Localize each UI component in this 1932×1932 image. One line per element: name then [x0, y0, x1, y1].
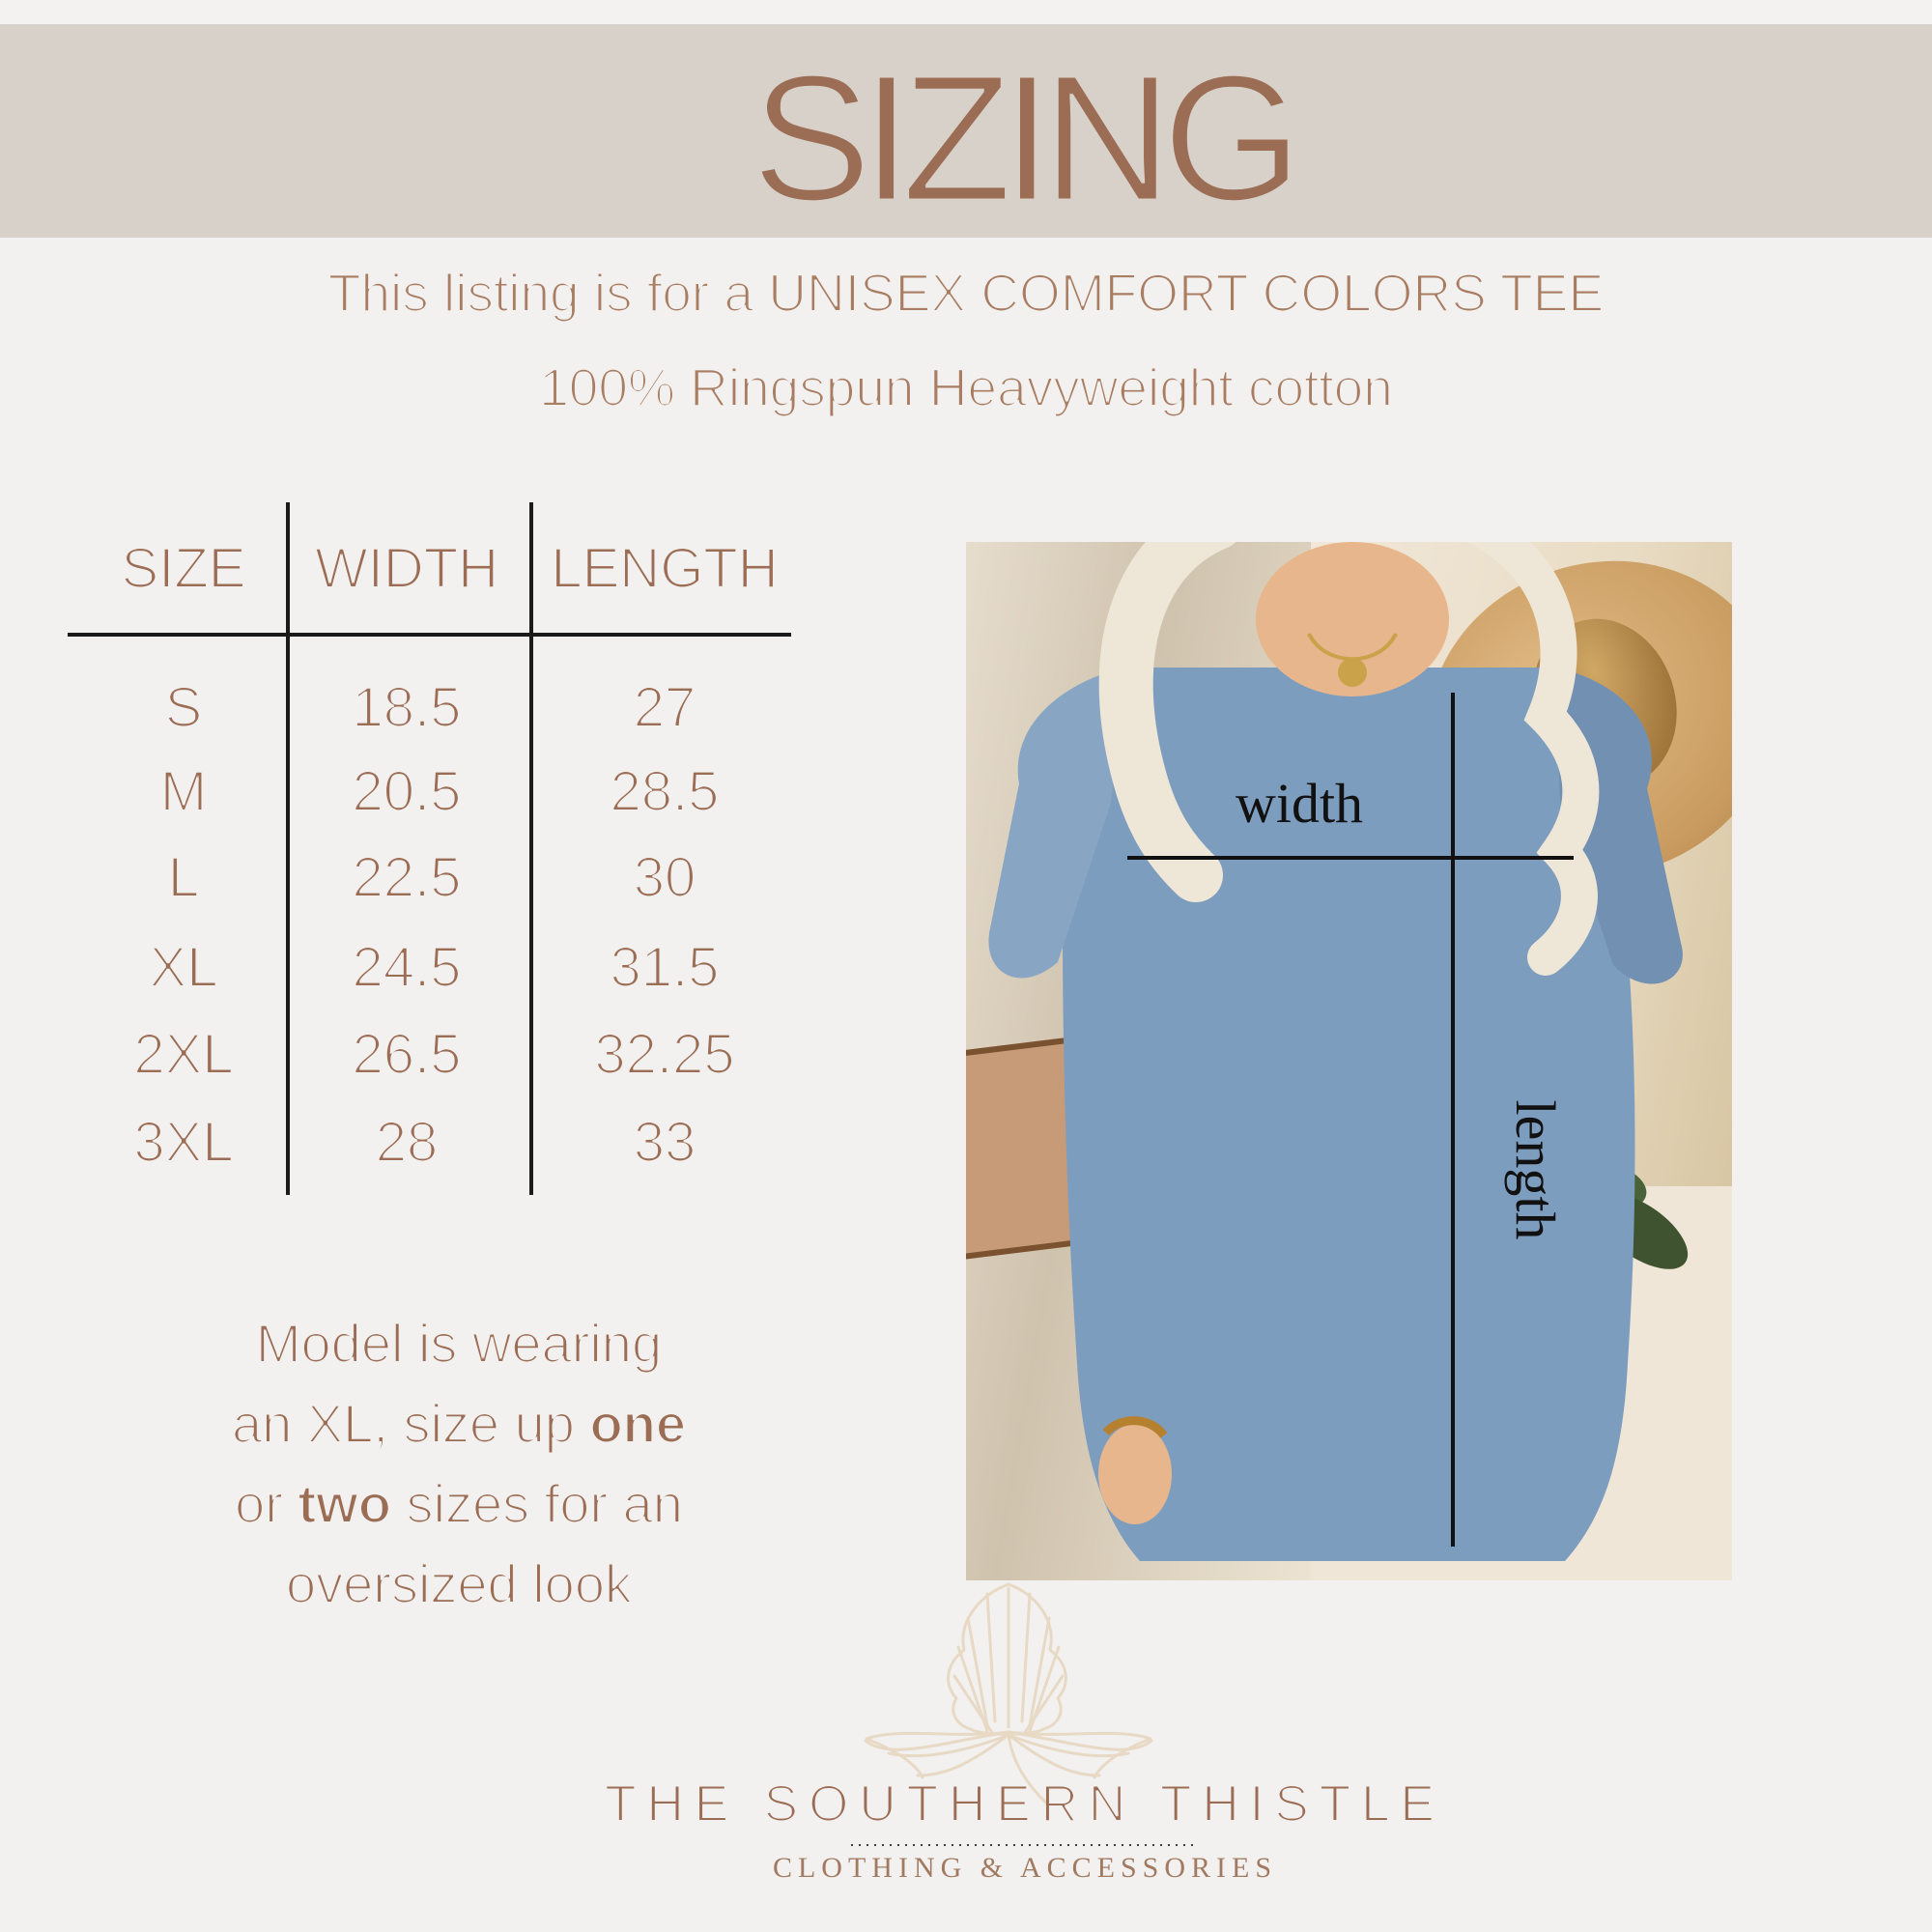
svg-text:18.5: 18.5 [353, 676, 462, 739]
svg-text:XL: XL [150, 936, 218, 999]
svg-text:31.5: 31.5 [611, 936, 720, 999]
svg-text:2XL: 2XL [133, 1023, 233, 1086]
svg-text:an XL, size up one: an XL, size up one [232, 1393, 686, 1454]
svg-text:THE SOUTHERN THISTLE: THE SOUTHERN THISTLE [605, 1776, 1445, 1833]
svg-text:28.5: 28.5 [611, 760, 720, 823]
svg-text:This listing is for a UNISEX C: This listing is for a UNISEX COMFORT COL… [328, 263, 1604, 323]
svg-text:L: L [168, 846, 199, 909]
svg-text:or two sizes for an: or two sizes for an [235, 1473, 683, 1534]
svg-text:SIZE: SIZE [122, 537, 246, 600]
svg-text:S: S [165, 676, 203, 739]
svg-text:28: 28 [376, 1111, 439, 1174]
svg-text:100% Ringspun Heavyweight cott: 100% Ringspun Heavyweight cotton [539, 357, 1393, 417]
svg-text:32.25: 32.25 [594, 1023, 734, 1086]
svg-text:width: width [1236, 772, 1363, 835]
svg-text:33: 33 [634, 1111, 696, 1174]
svg-text:30: 30 [634, 846, 696, 909]
svg-text:Model is wearing: Model is wearing [256, 1313, 662, 1374]
svg-text:SIZING: SIZING [752, 39, 1293, 239]
svg-text:26.5: 26.5 [353, 1023, 462, 1086]
svg-text:20.5: 20.5 [353, 760, 462, 823]
svg-text:27: 27 [634, 676, 696, 739]
svg-text:3XL: 3XL [133, 1111, 233, 1174]
svg-text:LENGTH: LENGTH [551, 537, 778, 600]
svg-text:length: length [1504, 1100, 1567, 1240]
svg-text:24.5: 24.5 [353, 936, 462, 999]
svg-text:CLOTHING & ACCESSORIES: CLOTHING & ACCESSORIES [773, 1852, 1277, 1884]
svg-text:M: M [160, 760, 207, 823]
svg-text:WIDTH: WIDTH [315, 537, 498, 600]
svg-text:22.5: 22.5 [353, 846, 462, 909]
